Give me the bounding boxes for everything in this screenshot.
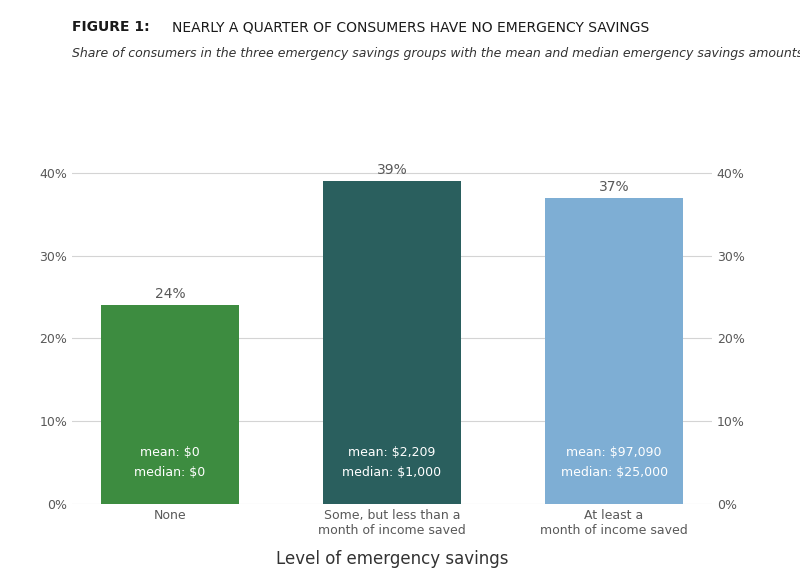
Text: NEARLY A QUARTER OF CONSUMERS HAVE NO EMERGENCY SAVINGS: NEARLY A QUARTER OF CONSUMERS HAVE NO EM… xyxy=(172,20,650,34)
Text: mean: $97,090
median: $25,000: mean: $97,090 median: $25,000 xyxy=(561,446,668,479)
Bar xyxy=(323,181,461,504)
Text: 24%: 24% xyxy=(154,287,186,301)
Text: mean: $0
median: $0: mean: $0 median: $0 xyxy=(134,446,206,479)
Text: 37%: 37% xyxy=(598,179,630,193)
Bar xyxy=(101,305,238,504)
Text: FIGURE 1:: FIGURE 1: xyxy=(72,20,150,34)
Text: mean: $2,209
median: $1,000: mean: $2,209 median: $1,000 xyxy=(342,446,442,479)
Text: Share of consumers in the three emergency savings groups with the mean and media: Share of consumers in the three emergenc… xyxy=(72,47,800,60)
Text: 39%: 39% xyxy=(377,163,407,177)
X-axis label: Level of emergency savings: Level of emergency savings xyxy=(276,551,508,569)
Bar xyxy=(546,197,683,504)
